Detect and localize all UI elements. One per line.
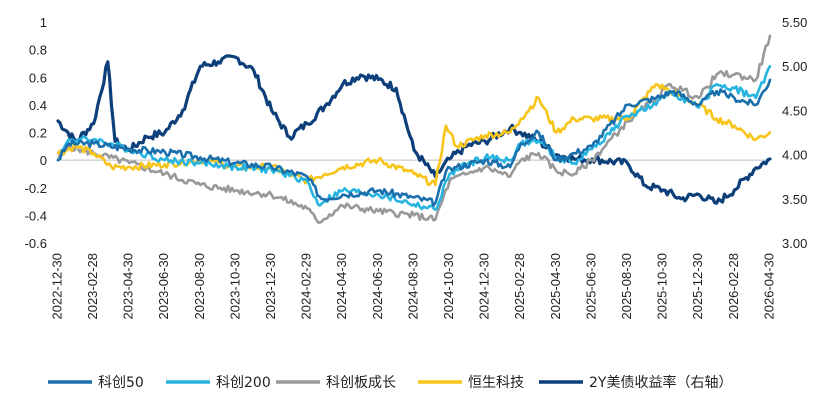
x-tick-label: 2023-12-30 [263,253,278,320]
y-tick-label: 0 [40,153,47,168]
x-tick-label: 2023-06-30 [156,253,171,320]
x-tick-label: 2024-08-30 [405,253,420,320]
x-tick-label: 2022-12-30 [49,253,64,320]
y-tick-label: 0.2 [29,126,47,141]
y-tick-label: 1 [40,15,47,30]
y2-tick-label: 3.00 [782,236,807,251]
legend-label-1: 科创200 [216,375,271,391]
legend-label-0: 科创50 [98,375,144,391]
series-line-0 [56,78,772,207]
y-tick-label: 0.4 [29,98,47,113]
y2-tick-label: 5.00 [782,59,807,74]
x-tick-label: 2023-04-30 [121,253,136,320]
series-line-4 [56,54,772,205]
chart-legend: 科创50 科创200 科创板成长 恒生科技 2Y美债收益率（右轴） [48,374,732,391]
y2-tick-label: 4.50 [782,103,807,118]
plot-area [56,34,772,224]
x-tick-label: 2024-06-30 [370,253,385,320]
x-tick-label: 2024-10-30 [441,253,456,320]
series-line-3 [56,82,772,187]
legend-label-4: 2Y美债收益率（右轴） [589,374,732,391]
series-line-1 [56,64,772,212]
left-y-axis: 1 0.8 0.6 0.4 0.2 0 -0.2 -0.4 -0.6 [25,15,47,251]
right-y-axis: 5.50 5.00 4.50 4.00 3.50 3.00 [782,15,807,251]
x-tick-label: 2025-02-28 [512,253,527,320]
series-line-2 [56,34,772,224]
x-tick-label: 2025-10-30 [655,253,670,320]
x-tick-label: 2025-04-30 [548,253,563,320]
x-tick-label: 2026-02-28 [726,253,741,320]
x-tick-label: 2025-12-30 [690,253,705,320]
y2-tick-label: 3.50 [782,192,807,207]
x-tick-label: 2026-04-30 [761,253,776,320]
x-axis: 2022-12-30 2023-02-28 2023-04-30 2023-06-30… [49,159,776,320]
x-tick-label: 2023-08-30 [192,253,207,320]
legend-label-3: 恒生科技 [468,375,524,391]
y2-tick-label: 4.00 [782,148,807,163]
y-tick-label: -0.2 [25,181,47,196]
legend-label-2: 科创板成长 [326,375,396,391]
x-tick-label: 2024-12-30 [477,253,492,320]
x-tick-label: 2025-06-30 [583,253,598,320]
y-tick-label: 0.6 [29,70,47,85]
y2-tick-label: 5.50 [782,15,807,30]
x-tick-label: 2023-10-30 [227,253,242,320]
x-tick-label: 2025-08-30 [619,253,634,320]
x-tick-label: 2023-02-28 [85,253,100,320]
y-tick-label: 0.8 [29,43,47,58]
y-tick-label: -0.6 [25,236,47,251]
y-tick-label: -0.4 [25,208,47,223]
x-tick-label: 2024-04-30 [334,253,349,320]
x-tick-label: 2024-02-29 [299,253,314,320]
